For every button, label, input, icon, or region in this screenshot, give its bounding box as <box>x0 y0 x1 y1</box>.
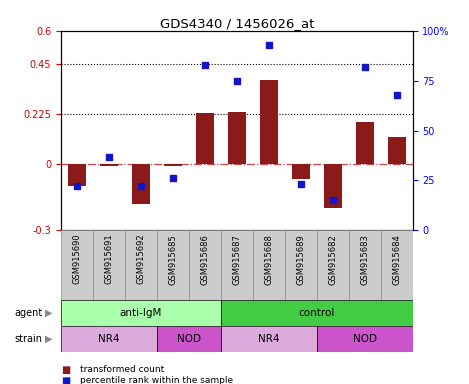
Bar <box>157 326 221 352</box>
Point <box>137 184 144 190</box>
Bar <box>221 300 413 326</box>
Text: GSM915682: GSM915682 <box>328 234 337 285</box>
Text: GSM915690: GSM915690 <box>72 234 82 285</box>
Point <box>361 64 369 70</box>
Bar <box>100 164 118 166</box>
Bar <box>324 164 341 208</box>
Point <box>329 197 337 204</box>
Text: GSM915684: GSM915684 <box>392 234 401 285</box>
Title: GDS4340 / 1456026_at: GDS4340 / 1456026_at <box>159 17 314 30</box>
Bar <box>260 79 278 164</box>
Bar <box>221 230 253 300</box>
Bar <box>381 230 413 300</box>
Bar <box>189 230 221 300</box>
Text: GSM915692: GSM915692 <box>136 234 145 285</box>
Text: percentile rank within the sample: percentile rank within the sample <box>80 376 233 384</box>
Text: ▶: ▶ <box>45 334 52 344</box>
Point <box>393 91 401 98</box>
Text: agent: agent <box>14 308 42 318</box>
Text: transformed count: transformed count <box>80 365 164 374</box>
Text: strain: strain <box>14 334 42 344</box>
Bar <box>221 326 317 352</box>
Bar <box>196 113 214 164</box>
Bar <box>93 230 125 300</box>
Point <box>265 41 272 48</box>
Bar <box>157 230 189 300</box>
Bar <box>125 230 157 300</box>
Bar <box>349 230 381 300</box>
Text: GSM915685: GSM915685 <box>168 234 177 285</box>
Text: ■: ■ <box>61 376 70 384</box>
Bar <box>388 137 406 164</box>
Text: NR4: NR4 <box>98 334 120 344</box>
Text: NOD: NOD <box>353 334 377 344</box>
Bar <box>61 326 157 352</box>
Text: anti-IgM: anti-IgM <box>120 308 162 318</box>
Bar <box>285 230 317 300</box>
Bar <box>253 230 285 300</box>
Text: ■: ■ <box>61 365 70 375</box>
Text: GSM915688: GSM915688 <box>265 234 273 285</box>
Bar <box>292 164 310 179</box>
Text: GSM915689: GSM915689 <box>296 234 305 285</box>
Point <box>201 61 209 68</box>
Point <box>105 154 113 160</box>
Text: GSM915686: GSM915686 <box>200 234 209 285</box>
Point <box>297 181 304 187</box>
Bar <box>317 326 413 352</box>
Text: NOD: NOD <box>177 334 201 344</box>
Text: ▶: ▶ <box>45 308 52 318</box>
Bar <box>68 164 86 186</box>
Text: GSM915687: GSM915687 <box>232 234 242 285</box>
Bar <box>164 164 182 166</box>
Bar <box>228 112 246 164</box>
Text: GSM915691: GSM915691 <box>105 234 113 285</box>
Point <box>233 78 241 84</box>
Point <box>73 184 81 190</box>
Text: control: control <box>299 308 335 318</box>
Text: NR4: NR4 <box>258 334 280 344</box>
Point <box>169 175 177 182</box>
Text: GSM915683: GSM915683 <box>360 234 369 285</box>
Bar <box>61 230 93 300</box>
Bar <box>132 164 150 204</box>
Bar <box>317 230 349 300</box>
Bar <box>356 122 373 164</box>
Bar <box>61 300 221 326</box>
